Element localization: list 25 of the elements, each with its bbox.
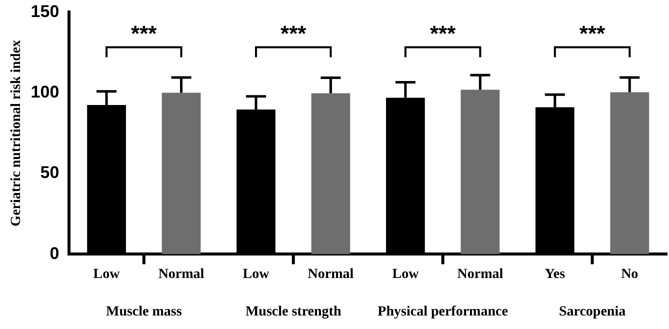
x-tick-label: Normal [308, 267, 354, 282]
annotation: *** [579, 21, 606, 46]
annotation: *** [430, 21, 456, 46]
text: Muscle strength [245, 304, 342, 320]
y-tick-label: 150 [30, 2, 60, 21]
bar [311, 93, 350, 254]
x-tick-label: Low [93, 267, 121, 282]
y-axis-title: Geriatric nutritional risk index [9, 40, 24, 226]
bar [162, 92, 201, 254]
x-tick-label: No [621, 267, 638, 282]
y-tick-label: 100 [30, 82, 60, 102]
annotation: *** [131, 21, 158, 46]
text: Physical performance [378, 304, 508, 320]
y-tick-label: 0 [50, 244, 60, 263]
x-tick-label: Normal [457, 267, 504, 282]
y-tick-label: 50 [40, 163, 60, 182]
text: Muscle mass [106, 304, 182, 320]
bar [610, 92, 650, 254]
x-tick-label: Low [242, 267, 270, 282]
x-tick-label: Normal [158, 267, 204, 282]
x-tick-label: Low [392, 267, 420, 282]
bar [460, 90, 500, 254]
annotation: *** [280, 21, 307, 46]
text: Sarcopenia [558, 304, 626, 320]
x-tick-label: Yes [544, 267, 566, 282]
